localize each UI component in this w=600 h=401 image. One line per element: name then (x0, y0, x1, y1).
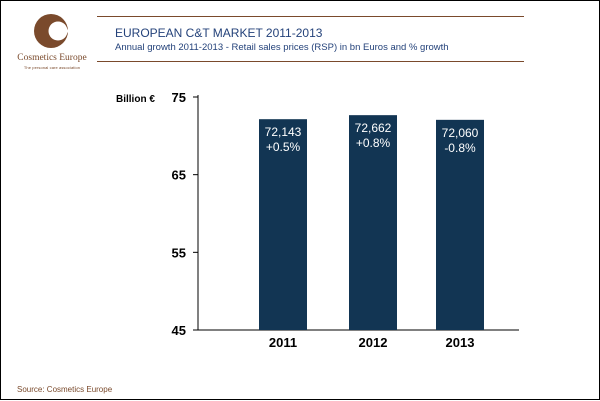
bars: 72,143+0.5% 72,662+0.8% 72,060-0.8% (259, 115, 484, 331)
bar-2013 (436, 119, 484, 330)
logo-tagline: The personal care association (23, 65, 81, 70)
x-tick-label: 2011 (269, 335, 297, 350)
chart-subtitle: Annual growth 2011-2013 - Retail sales p… (115, 42, 449, 53)
logo-name: Cosmetics Europe (17, 53, 87, 63)
logo-mark-icon (34, 14, 70, 48)
header-bottom-rule (97, 61, 524, 62)
x-tick-label: 2012 (359, 335, 388, 350)
source-note: Source: Cosmetics Europe (17, 385, 113, 394)
chart-title: EUROPEAN C&T MARKET 2011-2013 (115, 26, 323, 40)
bar-growth-label: +0.8% (356, 136, 391, 150)
x-ticks: 2011 2012 2013 (269, 335, 475, 350)
header-top-rule (97, 16, 524, 17)
y-tick-label: 75 (172, 90, 186, 105)
bar-value-label: 72,662 (355, 121, 392, 135)
bar-2012 (349, 115, 397, 330)
bar-value-label: 72,143 (265, 125, 302, 139)
y-tick-label: 55 (172, 245, 186, 260)
y-ticks: 45 55 65 75 (172, 90, 198, 338)
bar-2011 (259, 119, 307, 331)
y-tick-label: 45 (172, 323, 186, 338)
bar-growth-label: -0.8% (444, 141, 476, 155)
bar-growth-label: +0.5% (266, 140, 301, 154)
y-axis-label: Billion € (116, 94, 155, 105)
cosmetics-europe-logo: Cosmetics Europe The personal care assoc… (7, 11, 97, 70)
x-tick-label: 2013 (446, 335, 475, 350)
bar-value-label: 72,060 (442, 126, 479, 140)
y-tick-label: 65 (172, 168, 186, 183)
